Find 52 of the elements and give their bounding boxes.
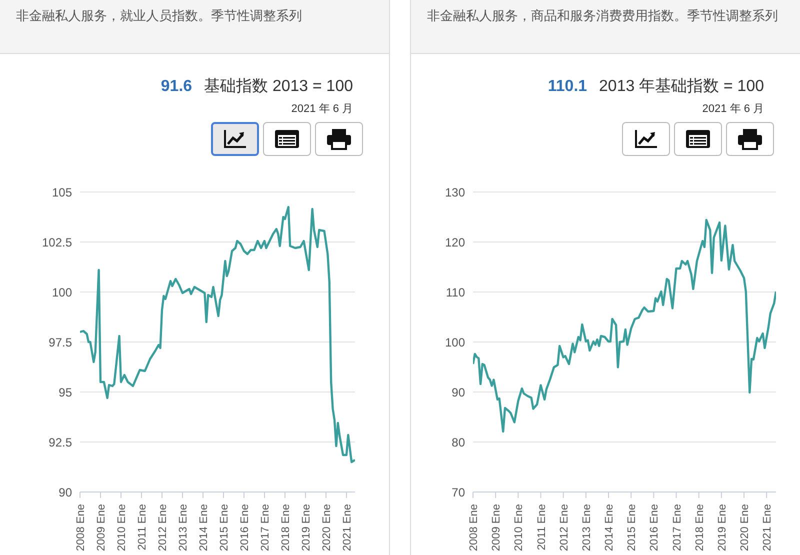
- y-tick-label: 92.5: [48, 435, 72, 450]
- y-tick-label: 97.5: [48, 335, 72, 350]
- y-tick-label: 95: [58, 385, 72, 400]
- x-tick-label: 2018 Ene: [694, 504, 706, 552]
- x-tick-label: 2010 Ene: [116, 504, 128, 552]
- chart-title: 非金融私人服务，商品和服务消费费用指数。季节性调整系列: [411, 0, 800, 54]
- text: 2021 年 6 月: [290, 102, 353, 116]
- x-tick-label: 2019 Ene: [300, 504, 312, 552]
- x-tick-label: 2015 Ene: [218, 504, 230, 552]
- x-tick-label: 2010 Ene: [513, 504, 526, 552]
- x-tick-label: 2009 Ene: [490, 504, 503, 552]
- x-tick-label: 2021 Ene: [762, 504, 774, 552]
- text: 2021 年 6 月: [701, 102, 764, 116]
- x-tick-label: 2016 Ene: [238, 504, 251, 552]
- x-tick-label: 2019 Ene: [716, 504, 728, 552]
- x-tick-label: 2018 Ene: [280, 504, 292, 552]
- x-tick-label: 2016 Ene: [648, 504, 661, 552]
- y-tick-label: 110: [446, 285, 466, 300]
- line-series: [473, 218, 776, 433]
- x-tick-label: 2012 Ene: [156, 504, 169, 552]
- x-tick-label: 2012 Ene: [558, 504, 570, 552]
- x-tick-label: 2021 Ene: [341, 504, 354, 552]
- y-tick-label: 102.5: [42, 235, 72, 250]
- y-tick-label: 120: [444, 235, 466, 250]
- y-tick-label: 100: [444, 335, 466, 350]
- x-tick-label: 2013 Ene: [580, 504, 593, 552]
- y-tick-label: 130: [444, 185, 466, 200]
- y-tick-label: 105: [52, 185, 72, 200]
- chart-subtitle: 基础指数 2013 = 100: [204, 78, 353, 95]
- y-tick-label: 100: [52, 285, 72, 300]
- x-tick-label: 2017 Ene: [671, 504, 684, 552]
- x-tick-label: 2014 Ene: [604, 504, 616, 552]
- y-tick-label: 70: [452, 485, 466, 500]
- text: 91.6: [160, 78, 192, 95]
- line-series: [80, 206, 355, 464]
- x-tick-label: 2011 Ene: [136, 504, 148, 550]
- y-tick-label: 90: [452, 385, 466, 400]
- chart-subtitle: 2013 年基础指数 = 100: [599, 78, 764, 95]
- text: 110.1: [548, 78, 588, 95]
- x-tick-label: 2008 Ene: [468, 504, 480, 552]
- x-tick-label: 2017 Ene: [259, 504, 272, 552]
- x-tick-label: 2020 Ene: [320, 504, 333, 552]
- y-tick-label: 90: [58, 485, 72, 500]
- x-tick-label: 2011 Ene: [536, 504, 548, 550]
- y-tick-label: 80: [452, 435, 466, 450]
- chart-title: 非金融私人服务，就业人员指数。季节性调整系列: [0, 0, 389, 54]
- x-tick-label: 2020 Ene: [739, 504, 752, 552]
- x-tick-label: 2013 Ene: [177, 504, 190, 552]
- x-tick-label: 2008 Ene: [75, 504, 87, 552]
- x-tick-label: 2015 Ene: [626, 504, 638, 552]
- x-tick-label: 2009 Ene: [95, 504, 108, 552]
- x-tick-label: 2014 Ene: [198, 504, 210, 552]
